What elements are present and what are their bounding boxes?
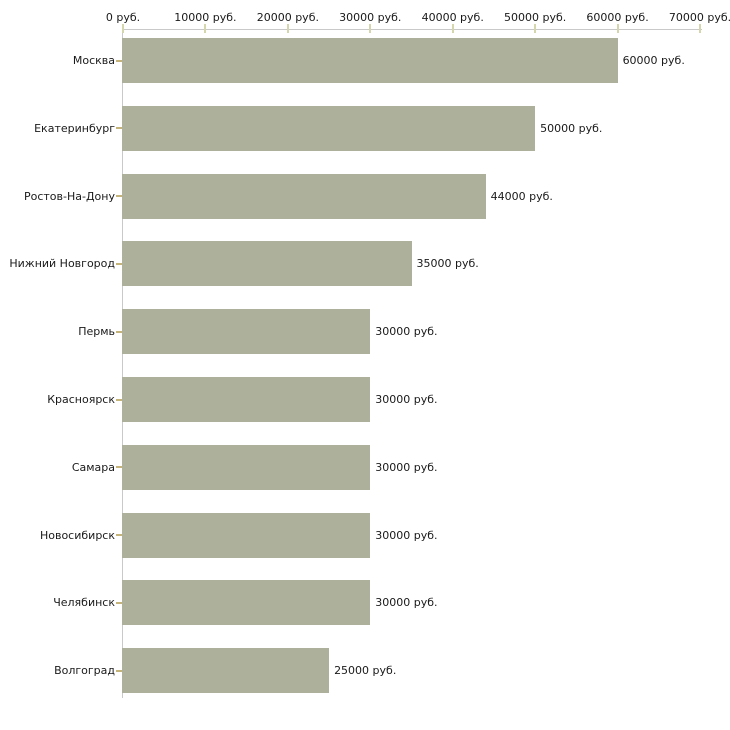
- x-axis-tick-label: 20000 руб.: [256, 11, 319, 24]
- x-axis-tick-label: 0 руб.: [105, 11, 141, 24]
- x-axis-tick: [369, 24, 372, 33]
- x-axis-tick-label: 70000 руб.: [668, 11, 730, 24]
- value-label: 30000 руб.: [375, 393, 438, 406]
- category-label: Самара: [71, 460, 115, 474]
- value-label: 30000 руб.: [375, 528, 438, 542]
- category-label: Пермь: [78, 325, 115, 339]
- bar: [122, 241, 412, 287]
- bar: [122, 309, 371, 355]
- y-axis-line: [122, 29, 123, 698]
- y-axis-tick-dash: [116, 466, 122, 469]
- y-axis-tick-dash: [116, 601, 122, 604]
- category-label: Волгоград: [54, 664, 115, 678]
- value-label: 25000 руб.: [334, 664, 397, 678]
- x-axis-tick: [534, 24, 537, 33]
- x-axis-tick: [451, 24, 454, 33]
- category-label: Новосибирск: [39, 528, 115, 542]
- x-axis-tick-label: 60000 руб.: [586, 11, 649, 24]
- bar: [122, 38, 618, 83]
- bar: [122, 648, 330, 694]
- y-axis-tick-dash: [116, 669, 122, 672]
- value-label: 60000 руб.: [622, 54, 685, 67]
- bar: [122, 580, 371, 626]
- x-axis-tick: [286, 24, 289, 33]
- x-axis-tick: [122, 24, 124, 33]
- y-axis-tick-dash: [116, 59, 122, 62]
- y-axis-tick-dash: [116, 262, 122, 265]
- x-axis-tick-label: 50000 руб.: [504, 11, 567, 24]
- y-axis-tick-dash: [116, 330, 122, 333]
- x-axis-tick: [616, 24, 619, 33]
- bar: [122, 512, 371, 558]
- x-axis-tick: [204, 24, 207, 33]
- x-axis-tick: [699, 24, 701, 33]
- bar: [122, 173, 486, 219]
- y-axis-tick-dash: [116, 127, 122, 130]
- bar: [122, 377, 371, 422]
- value-label: 30000 руб.: [375, 325, 438, 339]
- y-axis-tick-dash: [116, 534, 122, 537]
- x-axis-line: [122, 29, 702, 30]
- category-label: Екатеринбург: [34, 121, 115, 135]
- y-axis-tick-dash: [116, 398, 122, 401]
- value-label: 35000 руб.: [416, 257, 479, 271]
- x-axis-tick-label: 10000 руб.: [174, 11, 237, 24]
- category-label: Ростов-На-Дону: [23, 189, 115, 203]
- value-label: 50000 руб.: [540, 121, 603, 135]
- value-label: 44000 руб.: [490, 189, 553, 203]
- value-label: 30000 руб.: [375, 596, 438, 610]
- bar: [122, 105, 536, 151]
- category-label: Нижний Новгород: [9, 257, 115, 271]
- y-axis-tick-dash: [116, 195, 122, 198]
- x-axis-tick-label: 30000 руб.: [339, 11, 402, 24]
- category-label: Москва: [72, 54, 115, 67]
- bar: [122, 444, 371, 490]
- value-label: 30000 руб.: [375, 460, 438, 474]
- category-label: Красноярск: [47, 393, 115, 406]
- category-label: Челябинск: [53, 596, 115, 610]
- x-axis-tick-label: 40000 руб.: [421, 11, 484, 24]
